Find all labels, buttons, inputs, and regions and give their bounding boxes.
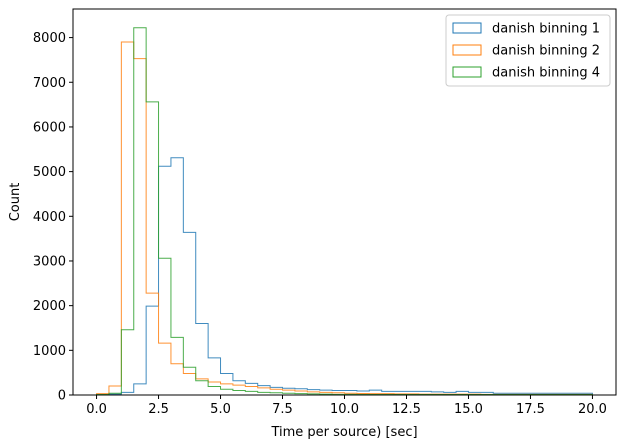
legend-swatch-3 bbox=[452, 66, 482, 78]
legend-swatch-1 bbox=[452, 22, 482, 34]
y-tick-label: 7000 bbox=[33, 76, 66, 91]
legend-label-3: danish binning 4 bbox=[492, 66, 600, 81]
x-tick-label: 17.5 bbox=[516, 402, 545, 417]
y-tick-label: 5000 bbox=[33, 165, 66, 180]
y-tick-label: 6000 bbox=[33, 120, 66, 135]
legend: danish binning 1 danish binning 2 danish b… bbox=[445, 14, 611, 87]
legend-label-2: danish binning 2 bbox=[492, 44, 600, 59]
x-tick-label: 5.0 bbox=[210, 402, 231, 417]
legend-swatch-2 bbox=[452, 44, 482, 56]
y-axis-label: Count bbox=[8, 183, 23, 222]
y-tick-label: 3000 bbox=[33, 254, 66, 269]
x-tick-label: 20.0 bbox=[578, 402, 607, 417]
x-tick-label: 7.5 bbox=[272, 402, 293, 417]
series-2-line bbox=[96, 41, 593, 395]
series-1-line bbox=[96, 157, 593, 396]
x-tick-label: 0.0 bbox=[86, 402, 107, 417]
x-tick-label: 2.5 bbox=[148, 402, 169, 417]
legend-box bbox=[445, 14, 611, 87]
y-tick-label: 0 bbox=[58, 389, 66, 404]
y-axis: 0 1000 2000 3000 4000 5000 6000 7000 8000 bbox=[33, 31, 73, 404]
y-tick-label: 8000 bbox=[33, 31, 66, 46]
x-tick-label: 15.0 bbox=[454, 402, 483, 417]
y-tick-label: 2000 bbox=[33, 299, 66, 314]
y-tick-label: 1000 bbox=[33, 344, 66, 359]
x-tick-label: 10.0 bbox=[330, 402, 359, 417]
x-tick-label: 12.5 bbox=[392, 402, 421, 417]
x-axis-label: Time per source) [sec] bbox=[270, 425, 417, 440]
y-tick-label: 4000 bbox=[33, 210, 66, 225]
legend-label-1: danish binning 1 bbox=[492, 22, 600, 37]
x-axis: 0.0 2.5 5.0 7.5 10.0 12.5 15.0 17.5 20.0 bbox=[86, 395, 607, 417]
